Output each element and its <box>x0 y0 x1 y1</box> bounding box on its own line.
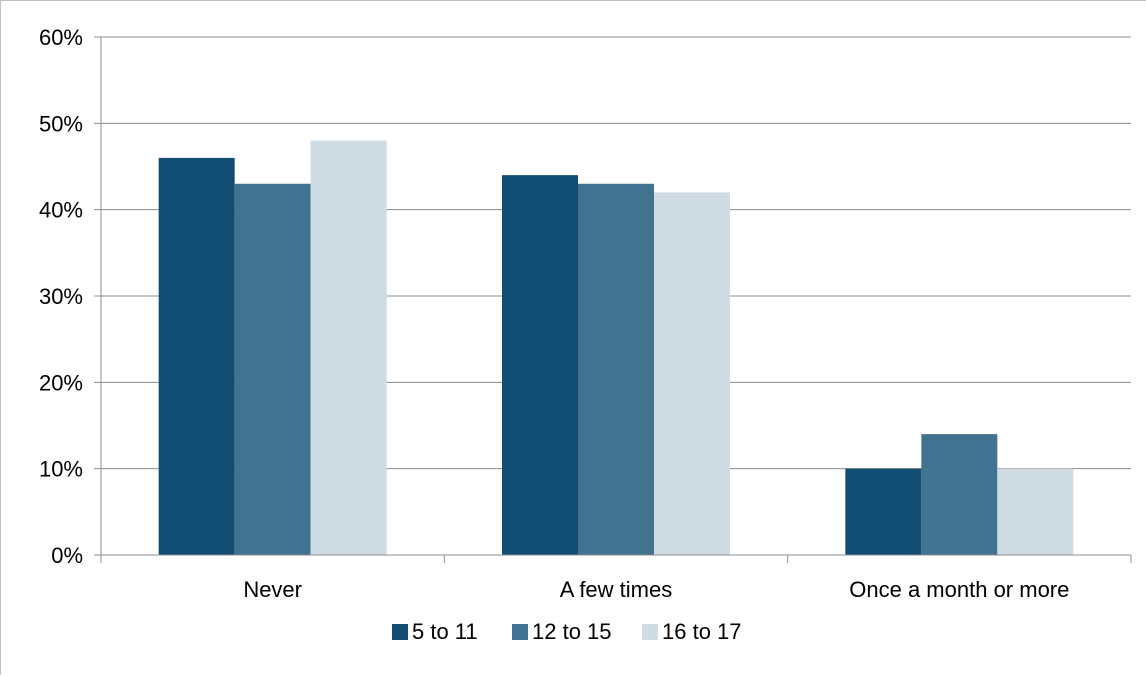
bar <box>997 468 1074 555</box>
y-tick-label: 60% <box>39 25 83 50</box>
y-tick-labels: 0% 10% 20% 30% 40% 50% 60% <box>39 25 83 568</box>
category-label: A few times <box>560 577 672 602</box>
bars <box>158 140 1074 555</box>
legend-label: 16 to 17 <box>662 619 742 644</box>
bar <box>654 192 730 555</box>
axes <box>94 36 1132 563</box>
bar <box>158 157 235 555</box>
bar <box>921 434 998 555</box>
legend-swatch <box>642 624 658 640</box>
legend-label: 12 to 15 <box>532 619 612 644</box>
y-tick-label: 10% <box>39 457 83 482</box>
legend-label: 5 to 11 <box>412 619 478 644</box>
category-label: Once a month or more <box>849 577 1069 602</box>
y-tick-label: 30% <box>39 284 83 309</box>
bar <box>578 183 654 555</box>
legend: 5 to 11 12 to 15 16 to 17 <box>392 619 742 644</box>
y-tick-label: 20% <box>39 370 83 395</box>
y-tick-label: 40% <box>39 198 83 223</box>
bar <box>845 468 922 555</box>
category-label: Never <box>243 577 302 602</box>
bar <box>234 183 311 555</box>
bar <box>502 175 578 555</box>
y-tick-label: 0% <box>51 543 83 568</box>
category-labels: Never A few times Once a month or more <box>243 577 1069 602</box>
legend-swatch <box>512 624 528 640</box>
bar <box>310 140 387 555</box>
legend-swatch <box>392 624 408 640</box>
y-tick-label: 50% <box>39 111 83 136</box>
